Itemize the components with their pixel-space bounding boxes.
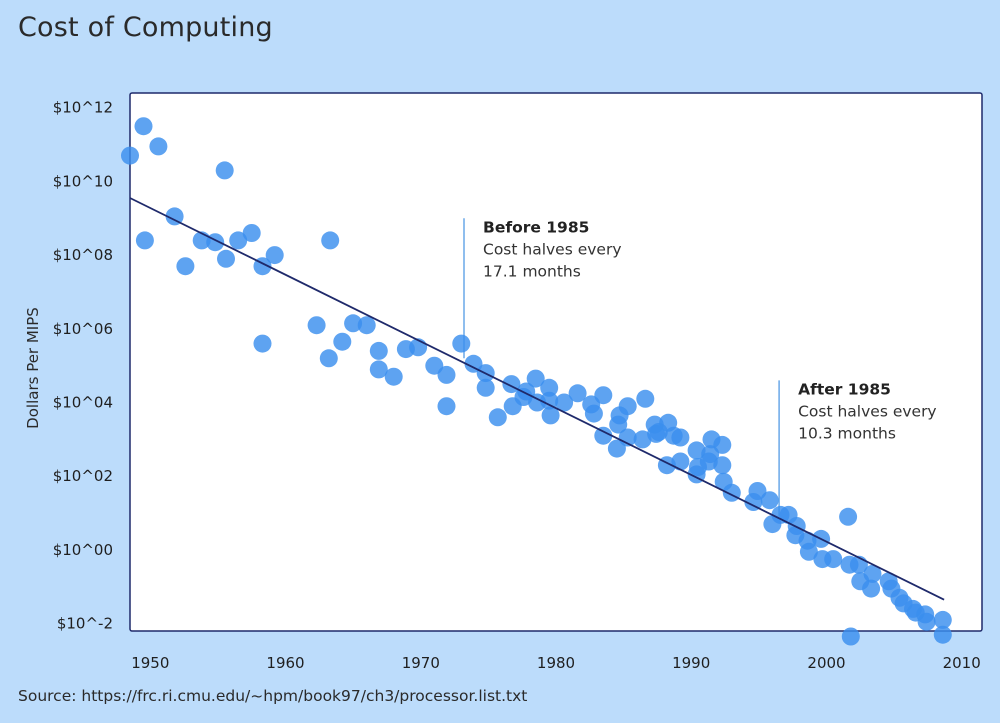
data-point xyxy=(748,482,767,500)
data-point xyxy=(526,369,545,388)
data-point xyxy=(799,542,818,561)
data-point xyxy=(253,334,272,353)
data-point xyxy=(319,349,338,368)
data-point xyxy=(618,397,637,416)
data-point xyxy=(555,393,574,412)
data-point xyxy=(933,610,952,629)
data-point xyxy=(437,365,456,384)
data-point xyxy=(384,367,403,386)
data-point xyxy=(584,404,603,423)
chart-title: Cost of Computing xyxy=(18,12,273,43)
data-point xyxy=(265,246,284,265)
annotation-lines xyxy=(463,218,780,517)
data-point xyxy=(242,224,261,242)
annotation-title: After 1985 xyxy=(798,380,891,398)
y-axis-ticks: $10^12 $10^10 $10^08 $10^06 $10^04 $10^02 $10^… xyxy=(53,99,113,633)
y-tick-label: $10^08 xyxy=(53,246,113,264)
plot-area xyxy=(129,92,983,632)
y-tick-label: $10^-2 xyxy=(57,615,113,633)
data-point xyxy=(824,550,843,569)
data-point xyxy=(839,507,858,526)
data-point xyxy=(369,341,388,360)
data-point xyxy=(917,612,936,631)
annotation-title: Before 1985 xyxy=(483,218,589,236)
data-point xyxy=(594,426,613,445)
y-tick-label: $10^10 xyxy=(53,172,113,190)
y-tick-label: $10^02 xyxy=(53,467,113,485)
y-tick-label: $10^12 xyxy=(53,99,113,117)
data-point xyxy=(452,334,471,353)
data-point xyxy=(321,231,340,250)
data-point xyxy=(540,391,559,410)
data-point xyxy=(841,627,860,646)
data-point xyxy=(476,378,495,397)
annotation-text: Cost halves every xyxy=(483,240,622,258)
data-point xyxy=(307,316,326,335)
data-point xyxy=(636,389,655,408)
data-point xyxy=(862,579,881,598)
y-axis-label: Dollars Per MIPS xyxy=(24,307,42,429)
data-point xyxy=(933,625,952,644)
annotations: Before 1985 Cost halves every 17.1 months A… xyxy=(483,218,937,442)
x-tick-label: 1950 xyxy=(131,654,169,672)
data-point xyxy=(344,314,363,333)
data-point xyxy=(437,397,456,416)
data-point xyxy=(713,456,732,475)
data-point xyxy=(369,360,388,379)
x-tick-label: 2000 xyxy=(807,654,845,672)
data-point xyxy=(215,161,234,180)
annotation-text: Cost halves every xyxy=(798,402,937,420)
data-point xyxy=(607,439,626,458)
x-tick-label: 1960 xyxy=(266,654,304,672)
x-axis-ticks: 1950 1960 1970 1980 1990 2000 2010 xyxy=(131,654,981,672)
data-point xyxy=(121,146,139,165)
data-point xyxy=(165,207,184,226)
data-point xyxy=(514,388,533,406)
data-point xyxy=(488,408,507,427)
data-point xyxy=(760,491,779,510)
y-tick-label: $10^00 xyxy=(53,541,113,559)
data-point xyxy=(671,428,690,447)
annotation-text: 17.1 months xyxy=(483,262,581,280)
data-point xyxy=(540,378,559,397)
data-points xyxy=(121,117,952,646)
data-point xyxy=(594,386,613,405)
data-point xyxy=(229,231,248,250)
data-point xyxy=(357,316,376,335)
trend-line xyxy=(129,197,945,601)
data-point xyxy=(541,406,560,425)
data-point xyxy=(671,452,690,471)
data-point xyxy=(333,332,352,351)
y-tick-label: $10^04 xyxy=(53,394,113,412)
data-point xyxy=(135,231,154,250)
x-tick-label: 1980 xyxy=(537,654,575,672)
data-point xyxy=(217,249,235,268)
data-point xyxy=(687,441,706,460)
x-tick-label: 1990 xyxy=(672,654,710,672)
y-tick-label: $10^06 xyxy=(53,320,113,338)
data-point xyxy=(464,354,483,373)
data-point xyxy=(425,356,444,375)
x-tick-label: 2010 xyxy=(943,654,981,672)
data-point xyxy=(633,430,652,449)
data-point xyxy=(176,257,195,276)
data-point xyxy=(149,137,168,156)
x-tick-label: 1970 xyxy=(402,654,440,672)
data-point xyxy=(863,564,882,583)
data-point xyxy=(134,117,153,136)
data-point xyxy=(713,435,732,454)
source-note: Source: https://frc.ri.cmu.edu/~hpm/book… xyxy=(18,687,528,705)
annotation-text: 10.3 months xyxy=(798,424,896,442)
data-point xyxy=(568,384,587,403)
